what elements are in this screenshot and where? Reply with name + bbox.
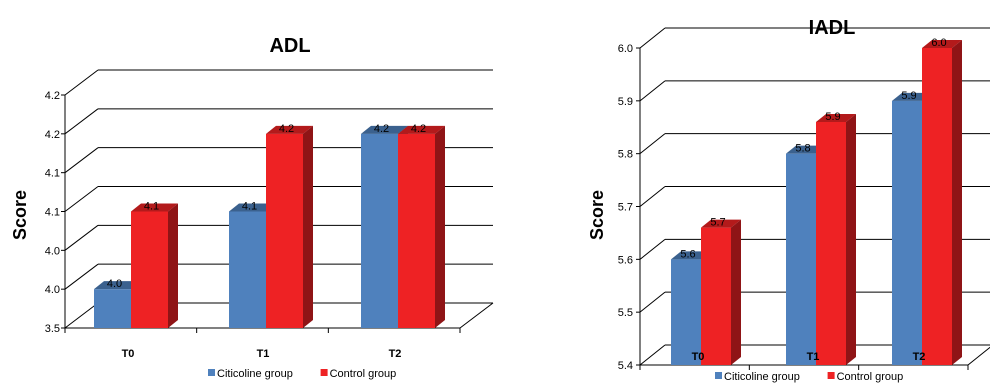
bar-front (229, 211, 266, 328)
gridline-depth (639, 27, 666, 49)
bar-front (671, 259, 701, 365)
data-label: 4.2 (279, 123, 294, 135)
bar-front (786, 153, 816, 365)
gridline-depth (64, 69, 99, 96)
gridline-depth (64, 224, 99, 251)
gridline-depth (639, 238, 666, 260)
y-tick-label: 5.9 (618, 96, 633, 108)
gridline-depth (64, 302, 99, 329)
y-tick-label: 3.5 (45, 323, 60, 335)
gridline-depth (639, 133, 666, 155)
data-label: 5.9 (901, 90, 916, 102)
bar-front (94, 289, 131, 328)
y-tick-label: 4.2 (45, 90, 60, 102)
bar-top (816, 113, 856, 122)
x-tick-label: T2 (913, 351, 926, 363)
gridline-depth (639, 80, 666, 102)
bar-top (94, 281, 141, 290)
legend-label: Citicoline group (724, 371, 800, 383)
y-tick-label: 5.7 (618, 202, 633, 214)
bar-top (922, 40, 962, 48)
floor-edge (967, 346, 990, 366)
data-label: 4.1 (242, 201, 257, 213)
y-tick-label: 4.2 (45, 129, 60, 141)
floor-edge (459, 302, 494, 329)
gridline-depth (639, 186, 666, 207)
bar-side (731, 219, 741, 365)
gridline-depth (64, 108, 99, 135)
bar-front (922, 48, 952, 365)
data-label: 5.9 (825, 111, 840, 123)
bar-side (168, 203, 178, 328)
y-tick-label: 5.4 (618, 360, 633, 372)
data-label: 4.1 (144, 201, 159, 213)
x-tick-label: T1 (807, 351, 820, 363)
legend-label: Citicoline group (217, 368, 293, 380)
data-label: 5.6 (680, 248, 695, 260)
y-tick-label: 4.1 (45, 168, 60, 180)
bar-top (398, 125, 445, 134)
bar-front (816, 121, 846, 365)
bar-top (131, 203, 178, 212)
legend-swatch (320, 369, 328, 376)
bar-top (266, 125, 313, 134)
bar-top (701, 219, 741, 228)
legend-swatch (827, 372, 835, 379)
gridline-depth (64, 263, 99, 290)
bar-front (701, 227, 731, 365)
data-label: 6.0 (931, 37, 946, 49)
y-tick-label: 5.8 (618, 149, 633, 161)
bar-side (846, 113, 856, 365)
gridline-depth (64, 186, 99, 212)
legend-label: Control group (837, 371, 904, 383)
data-label: 5.7 (710, 217, 725, 229)
bar-side (303, 125, 313, 328)
y-axis-label: Score (10, 190, 30, 240)
gridline-depth (639, 291, 666, 313)
y-tick-label: 4.0 (45, 245, 60, 257)
x-tick-label: T0 (122, 348, 135, 360)
gridline-depth (639, 344, 666, 366)
x-tick-label: T2 (389, 348, 402, 360)
y-tick-label: 4.0 (45, 284, 60, 296)
bar-side (952, 40, 962, 365)
legend-swatch (715, 372, 722, 379)
chart-title: IADL (809, 17, 856, 39)
data-label: 5.8 (795, 143, 810, 155)
chart-title: ADL (269, 35, 310, 57)
bar-front (892, 100, 922, 365)
legend-label: Control group (330, 368, 397, 380)
bar-top (229, 203, 276, 212)
y-tick-label: 5.6 (618, 254, 633, 266)
bar-front (398, 133, 435, 328)
chart-0: 3.5 4.0 4.0 4.1 4.1 4.2 4.2 4.0 4.1 T0 4.1 4.2 T1 4.2… (10, 35, 494, 380)
data-label: 4.2 (374, 123, 389, 135)
bar-front (131, 211, 168, 328)
y-tick-label: 5.5 (618, 307, 633, 319)
chart-1: 5.4 5.5 5.6 5.7 5.8 5.9 6.0 5.6 5.7 T0 5.8 5.9 T1 5.9… (587, 17, 990, 383)
y-axis-label: Score (587, 190, 607, 240)
bar-front (266, 133, 303, 328)
legend-swatch (208, 369, 215, 376)
data-label: 4.2 (411, 123, 426, 135)
y-tick-label: 6.0 (618, 43, 633, 55)
bar-top (361, 125, 408, 134)
gridline-depth (64, 147, 99, 174)
x-tick-label: T1 (257, 348, 270, 360)
bar-front (361, 133, 398, 328)
y-tick-label: 4.1 (45, 207, 60, 219)
data-label: 4.0 (107, 278, 122, 290)
x-tick-label: T0 (692, 351, 705, 363)
bar-side (435, 125, 445, 328)
